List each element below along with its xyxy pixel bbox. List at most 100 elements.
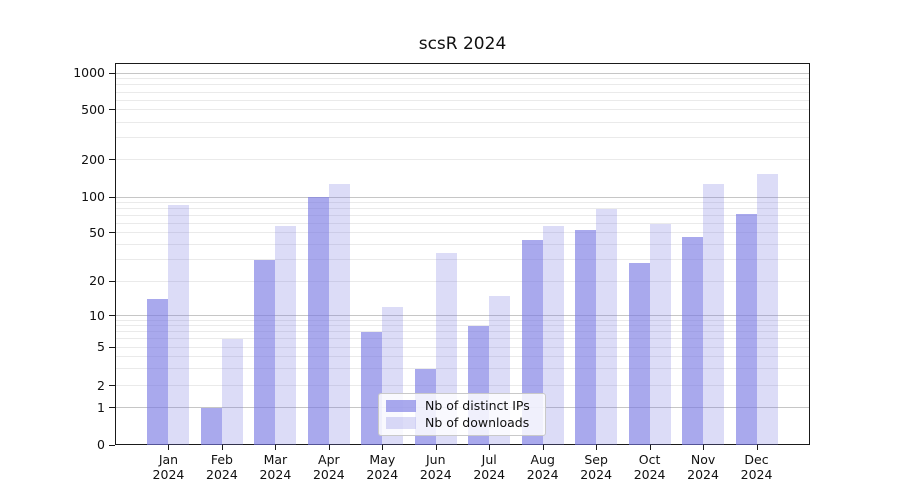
bar-dec-distinct-ips: [735, 214, 757, 445]
gridline-y-900: [116, 78, 809, 80]
y-tick-label-50: 50: [89, 224, 105, 240]
gridline-y-400: [116, 121, 809, 123]
gridline-y-30: [116, 259, 809, 261]
gridline-y-100: [116, 196, 809, 198]
legend-item: Nb of downloads: [386, 416, 538, 430]
bar-dec-downloads: [756, 173, 778, 445]
y-tick-label-1000: 1000: [73, 65, 105, 80]
x-tick-label-jul: Jul 2024: [473, 452, 506, 482]
x-tick-jan: [168, 445, 170, 450]
bar-may-distinct-ips: [361, 331, 383, 445]
gridline-y-4: [116, 356, 809, 357]
y-tick-1: [109, 407, 115, 409]
gridline-y-7: [116, 331, 809, 333]
y-tick-label-200: 200: [81, 151, 105, 167]
y-tick-100: [109, 196, 115, 198]
axis-spine-bottom: [115, 444, 810, 445]
bar-feb-downloads: [221, 338, 243, 445]
gridline-y-300: [116, 137, 809, 139]
x-tick-label-apr: Apr 2024: [312, 452, 345, 482]
x-tick-label-may: May 2024: [366, 452, 399, 482]
legend-label-distinct-ips: Nb of distinct IPs: [425, 398, 530, 413]
gridline-y-20: [116, 280, 809, 282]
plot-area: [115, 63, 810, 445]
bar-nov-downloads: [703, 184, 725, 445]
gridline-y-700: [116, 91, 809, 93]
x-tick-label-sep: Sep 2024: [580, 452, 613, 482]
bar-oct-downloads: [649, 223, 671, 445]
x-tick-label-dec: Dec 2024: [740, 452, 773, 482]
bar-sep-downloads: [596, 208, 618, 445]
x-tick-label-oct: Oct 2024: [633, 452, 666, 482]
legend-item: Nb of distinct IPs: [386, 399, 538, 413]
gridline-y-8: [116, 325, 809, 327]
y-tick-label-20: 20: [89, 273, 105, 288]
legend-swatch-downloads: [386, 417, 416, 429]
y-tick-label-10: 10: [89, 307, 105, 323]
gridline-y-60: [116, 223, 809, 225]
x-tick-jul: [489, 445, 491, 450]
x-tick-label-jun: Jun 2024: [419, 452, 452, 482]
x-tick-label-nov: Nov 2024: [687, 452, 719, 482]
gridline-y-1000: [116, 72, 809, 74]
bar-mar-downloads: [275, 226, 297, 445]
y-tick-label-500: 500: [81, 101, 105, 117]
x-tick-label-jan: Jan 2024: [152, 452, 185, 482]
bar-jan-distinct-ips: [147, 299, 169, 445]
x-tick-oct: [649, 445, 651, 450]
gridline-y-6: [116, 338, 809, 340]
x-tick-nov: [703, 445, 705, 450]
gridline-y-3: [116, 368, 809, 370]
x-tick-may: [382, 445, 384, 450]
x-tick-label-mar: Mar 2024: [259, 452, 292, 482]
bar-sep-distinct-ips: [575, 229, 597, 445]
y-tick-5: [109, 346, 115, 348]
gridline-y-2: [116, 385, 809, 387]
gridline-y-5: [116, 346, 809, 348]
y-tick-1000: [109, 72, 115, 74]
y-tick-2: [109, 385, 115, 387]
gridline-y-70: [116, 215, 809, 217]
gridline-y-50: [116, 232, 809, 234]
gridline-y-500: [116, 109, 809, 111]
bar-oct-distinct-ips: [628, 263, 650, 445]
gridline-y-80: [116, 208, 809, 210]
y-tick-10: [109, 315, 115, 317]
axis-spine-left: [115, 63, 116, 445]
x-tick-label-aug: Aug 2024: [526, 452, 559, 482]
gridline-y-800: [116, 84, 809, 86]
chart-legend: Nb of distinct IPs Nb of downloads: [378, 393, 546, 436]
bar-mar-distinct-ips: [254, 259, 276, 445]
x-tick-aug: [542, 445, 544, 450]
gridline-y-600: [116, 99, 809, 101]
x-tick-dec: [756, 445, 758, 450]
axis-spine-top: [115, 63, 810, 64]
y-tick-label-5: 5: [97, 339, 105, 355]
x-tick-feb: [221, 445, 223, 450]
bar-feb-distinct-ips: [200, 407, 222, 445]
x-tick-sep: [596, 445, 598, 450]
chart-title: scsR 2024: [418, 34, 507, 54]
y-tick-20: [109, 280, 115, 282]
y-tick-50: [109, 232, 115, 234]
gridline-y-40: [116, 244, 809, 246]
x-tick-mar: [275, 445, 277, 450]
legend-label-downloads: Nb of downloads: [425, 415, 530, 430]
axis-spine-right: [809, 63, 810, 445]
y-tick-0: [109, 444, 115, 446]
gridline-y-10: [116, 315, 809, 317]
bar-aug-downloads: [542, 226, 564, 445]
gridline-y-200: [116, 159, 809, 161]
y-tick-label-1: 1: [97, 399, 105, 415]
x-tick-label-feb: Feb 2024: [206, 452, 238, 482]
y-tick-200: [109, 159, 115, 161]
bar-apr-distinct-ips: [307, 197, 329, 445]
y-tick-500: [109, 109, 115, 111]
x-tick-apr: [328, 445, 330, 450]
bar-apr-downloads: [328, 184, 350, 445]
bar-nov-distinct-ips: [682, 237, 704, 445]
gridline-y-90: [116, 201, 809, 203]
bar-jan-downloads: [168, 205, 190, 445]
x-tick-jun: [435, 445, 437, 450]
